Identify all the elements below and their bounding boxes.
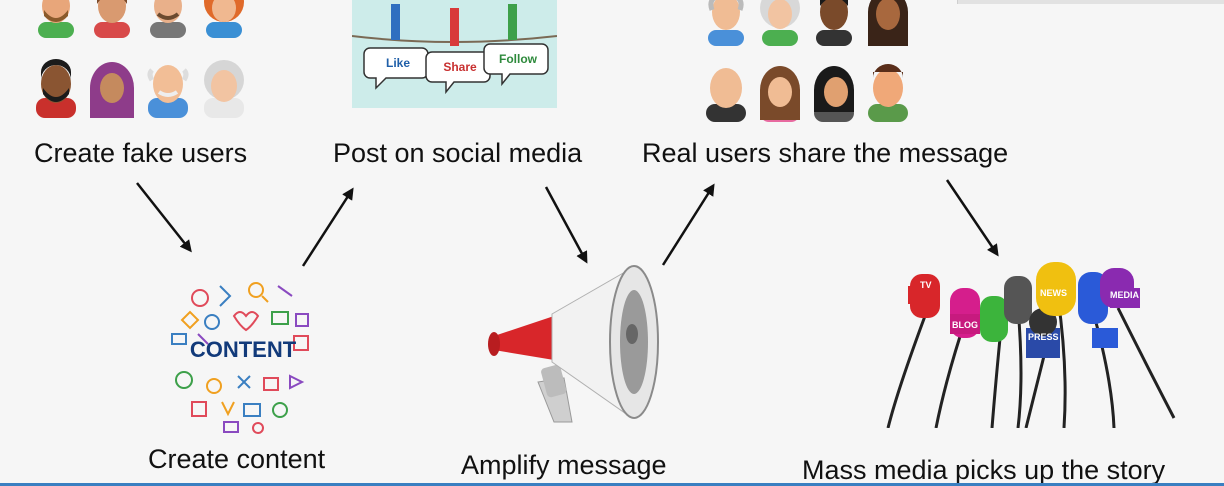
avatar-icon	[36, 59, 76, 118]
avatar-icon	[147, 65, 189, 118]
avatar-icon	[814, 66, 854, 122]
avatar-icon	[760, 66, 800, 122]
avatar-icon	[204, 0, 244, 38]
step-real-users-share: Real users share the message	[642, 138, 1009, 168]
slide-bottom-bar	[0, 483, 1224, 486]
step-create-fake-users: Create fake users	[34, 138, 248, 168]
mic-tag-media: MEDIA	[1110, 290, 1140, 300]
fake-users-avatars	[36, 0, 244, 118]
user-icon	[175, 371, 193, 389]
mic-tag-blog: BLOG	[952, 320, 978, 330]
like-icon	[221, 401, 235, 417]
clothespin-icon	[391, 4, 400, 40]
megaphone-icon	[488, 265, 659, 423]
avatar-icon	[868, 0, 908, 46]
microphones-image: TV BLOG PRESS NEWS MEDIA	[886, 262, 1176, 428]
search-icon	[248, 282, 264, 298]
globe-icon	[191, 289, 209, 307]
slide-corner-frame	[957, 0, 1224, 4]
avatar-icon	[816, 0, 852, 46]
step-post-on-social-media: Post on social media	[333, 138, 583, 168]
camera-icon	[271, 311, 289, 325]
avatar-icon	[868, 64, 908, 122]
step-amplify-message: Amplify message	[461, 450, 667, 480]
mic-tag-tv: TV	[920, 280, 932, 290]
share-tag: Share	[443, 60, 477, 74]
document-icon	[243, 403, 261, 417]
arrow-content-to-post	[301, 187, 354, 267]
real-users-avatars	[706, 0, 908, 122]
star-icon	[180, 310, 200, 330]
step-mass-media-picks-up: Mass media picks up the story	[802, 455, 1166, 485]
mic-icon	[908, 274, 940, 318]
mic-icon	[980, 296, 1008, 342]
clothespin-icon	[508, 4, 517, 40]
palette-icon	[272, 402, 288, 418]
like-tag: Like	[386, 56, 410, 70]
mic-tag-press: PRESS	[1028, 332, 1059, 342]
follow-tag: Follow	[499, 52, 538, 66]
mic-tag-news: NEWS	[1040, 288, 1067, 298]
avatar-icon	[760, 0, 800, 46]
avatar-icon	[38, 0, 74, 38]
pencil-icon	[277, 285, 293, 297]
content-icon-cloud: CONTENT	[171, 282, 309, 434]
follow-bubble	[483, 43, 549, 87]
mic-icon	[1100, 268, 1140, 308]
like-bubble	[363, 47, 429, 90]
play-icon	[289, 374, 305, 390]
clothespin-icon	[450, 8, 459, 46]
eye-icon	[204, 314, 220, 330]
avatar-icon	[94, 0, 130, 38]
mail-icon	[171, 333, 187, 345]
mic-icon	[1004, 276, 1032, 324]
content-word: CONTENT	[190, 337, 297, 362]
calendar-icon	[191, 401, 207, 417]
avatar-icon	[90, 62, 134, 118]
arrow-fake-users-to-content	[136, 182, 192, 253]
phone-icon	[295, 313, 309, 327]
image-icon	[293, 335, 309, 351]
share-icon	[237, 375, 251, 389]
avatar-icon	[204, 60, 244, 118]
step-create-content: Create content	[148, 444, 326, 474]
arrow-post-to-amplify	[544, 186, 588, 264]
chat-icon	[263, 377, 279, 391]
avatar-icon	[708, 0, 744, 46]
cursor-icon	[219, 285, 232, 307]
avatar-icon	[150, 0, 186, 38]
mic-icon	[950, 288, 980, 338]
avatar-icon	[706, 68, 746, 122]
arrow-real-users-to-mass-media	[945, 179, 999, 257]
mic-icon	[1036, 262, 1076, 316]
social-media-image: Like Share Follow	[352, 0, 557, 108]
heart-icon	[232, 311, 260, 332]
arrow-amplify-to-real-users	[661, 183, 715, 266]
target-icon	[206, 378, 222, 394]
